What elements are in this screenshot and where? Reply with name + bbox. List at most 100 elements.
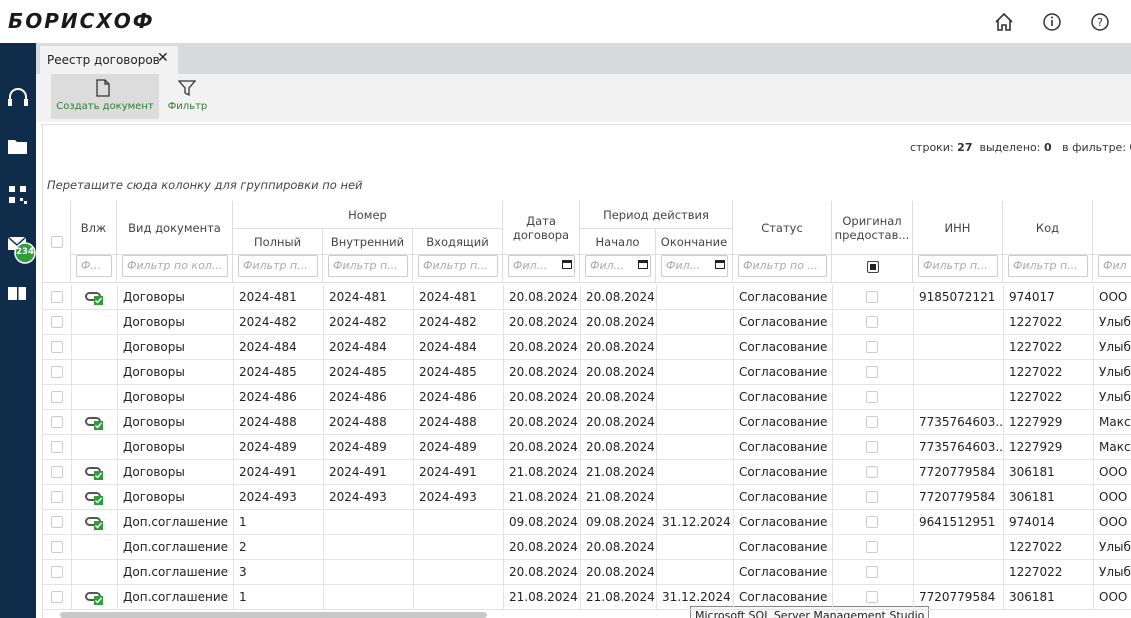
- row-checkbox[interactable]: [51, 441, 63, 453]
- column-header[interactable]: [1093, 201, 1131, 255]
- cell-divider: [117, 360, 118, 385]
- table-cell: 20.08.2024: [586, 540, 655, 554]
- row-checkbox[interactable]: [51, 516, 63, 528]
- column-filter[interactable]: Фил...: [508, 255, 575, 277]
- column-filter[interactable]: Фильтр п...: [418, 255, 498, 277]
- filter-label[interactable]: Фильтр: [167, 101, 208, 112]
- column-filter[interactable]: Фильтр по кол...: [122, 255, 228, 277]
- original-checkbox[interactable]: [866, 316, 878, 328]
- cell-divider: [71, 535, 72, 560]
- scrollbar[interactable]: [60, 612, 487, 618]
- original-checkbox[interactable]: [866, 366, 878, 378]
- column-header[interactable]: ИНН: [913, 201, 1003, 255]
- row-checkbox[interactable]: [51, 466, 63, 478]
- column-filter[interactable]: Фильтр п...: [1008, 255, 1088, 277]
- row-checkbox[interactable]: [51, 316, 63, 328]
- cell-divider: [1093, 435, 1094, 460]
- column-header[interactable]: Начало: [580, 229, 656, 255]
- original-checkbox[interactable]: [866, 441, 878, 453]
- filter-cell: [733, 255, 832, 283]
- cell-divider: [42, 460, 43, 485]
- column-filter[interactable]: Фильтр п...: [328, 255, 408, 277]
- column-header[interactable]: Влж: [71, 201, 117, 255]
- column-filter[interactable]: Фил...: [585, 255, 651, 277]
- column-header[interactable]: Оригинал предостав...: [832, 201, 913, 255]
- table-cell: Договоры: [123, 315, 185, 329]
- table-cell: 21.08.2024: [586, 465, 655, 479]
- table-cell: ООО: [1099, 465, 1128, 479]
- column-header[interactable]: Входящий: [413, 229, 503, 255]
- original-checkbox[interactable]: [866, 566, 878, 578]
- row-checkbox[interactable]: [51, 541, 63, 553]
- column-header[interactable]: Код: [1003, 201, 1093, 255]
- top-icons[interactable]: ?: [993, 11, 1117, 33]
- row-checkbox[interactable]: [51, 366, 63, 378]
- select-all[interactable]: [51, 236, 63, 248]
- cell-divider: [913, 385, 914, 410]
- column-filter[interactable]: Фильтр по ...: [738, 255, 827, 277]
- cell-divider: [733, 435, 734, 460]
- cell-divider: [413, 435, 414, 460]
- column-header[interactable]: Дата договора: [503, 201, 580, 255]
- table-cell: 2024-484: [329, 340, 387, 354]
- row-checkbox[interactable]: [51, 566, 63, 578]
- row-checkbox[interactable]: [51, 341, 63, 353]
- row: [42, 485, 1131, 510]
- cell-divider: [1093, 335, 1094, 360]
- tab[interactable]: [40, 46, 178, 74]
- cell-divider: [1093, 585, 1094, 610]
- original-checkbox[interactable]: [866, 291, 878, 303]
- row: [42, 535, 1131, 560]
- column-filter[interactable]: Ф...: [76, 255, 112, 277]
- row-checkbox[interactable]: [51, 291, 63, 303]
- table-cell: Договоры: [123, 490, 185, 504]
- column-filter[interactable]: Фильтр п...: [238, 255, 318, 277]
- row-checkbox[interactable]: [51, 491, 63, 503]
- cell-divider: [832, 510, 833, 535]
- table-cell: 2024-485: [329, 365, 387, 379]
- cell-divider: [71, 285, 72, 310]
- table-cell: Договоры: [123, 390, 185, 404]
- original-checkbox[interactable]: [866, 491, 878, 503]
- column-filter[interactable]: Фил...: [661, 255, 728, 277]
- table-cell: Согласование: [739, 490, 828, 504]
- column-header[interactable]: Статус: [733, 201, 832, 255]
- column-header[interactable]: Окончание: [656, 229, 733, 255]
- original-checkbox[interactable]: [866, 591, 878, 603]
- row-checkbox[interactable]: [51, 591, 63, 603]
- original-checkbox[interactable]: [866, 516, 878, 528]
- cell-divider: [503, 435, 504, 460]
- cell-divider: [413, 285, 414, 310]
- header-cell: [42, 201, 71, 283]
- column-header[interactable]: Вид документа: [117, 201, 233, 255]
- cell-divider: [656, 535, 657, 560]
- cell-divider: [913, 485, 914, 510]
- cell-divider: [656, 335, 657, 360]
- original-checkbox[interactable]: [866, 391, 878, 403]
- table-cell: 20.08.2024: [509, 415, 578, 429]
- table-cell: 7720779584: [919, 490, 996, 504]
- original-checkbox[interactable]: [866, 341, 878, 353]
- cell-divider: [323, 485, 324, 510]
- column-header[interactable]: Полный: [233, 229, 323, 255]
- sidebar: [0, 43, 36, 618]
- row-checkbox[interactable]: [51, 391, 63, 403]
- table-cell: 2024-488: [329, 415, 387, 429]
- tab-bar: [36, 43, 1131, 74]
- doc-icon: [96, 79, 110, 97]
- sidebar-icons[interactable]: [0, 80, 36, 310]
- column-filter[interactable]: Фильтр п...: [918, 255, 998, 277]
- cell-divider: [42, 485, 43, 510]
- filter-cell: [832, 255, 913, 283]
- filter-icon[interactable]: [178, 80, 196, 97]
- tab-close[interactable]: ✕: [157, 50, 169, 66]
- row-checkbox[interactable]: [51, 416, 63, 428]
- column-filter[interactable]: Фил: [1098, 255, 1131, 277]
- table-cell: Договоры: [123, 415, 185, 429]
- column-header[interactable]: Внутренний: [323, 229, 413, 255]
- original-checkbox[interactable]: [866, 416, 878, 428]
- original-checkbox[interactable]: [866, 541, 878, 553]
- original-checkbox[interactable]: [866, 466, 878, 478]
- original-filter[interactable]: [866, 261, 879, 273]
